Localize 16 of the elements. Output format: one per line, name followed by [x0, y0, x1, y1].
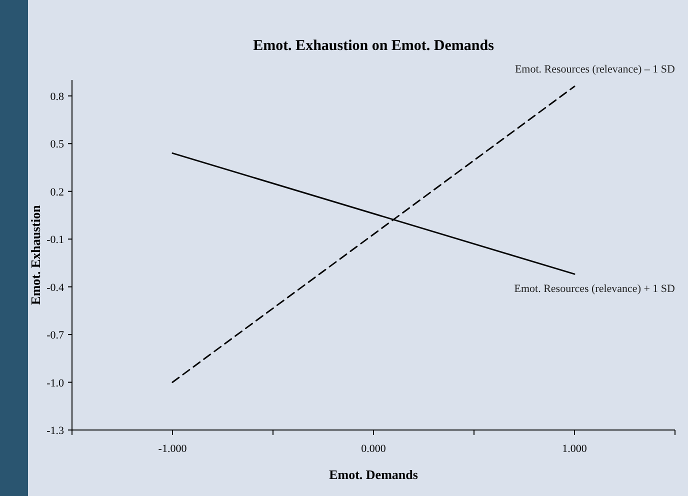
text: Emot. Resources (relevance) – 1 SD: [514, 63, 676, 76]
y-tick-label: -1.0: [46, 377, 64, 390]
x-tick-label: 1.000: [562, 443, 588, 455]
y-tick-label: -0.4: [46, 282, 64, 294]
x-tick-label: -1.000: [158, 443, 188, 455]
y-axis-title: Emot. Exhaustion: [28, 204, 43, 305]
text: Emot. Resources (relevance) + 1 SD: [514, 283, 676, 296]
y-tick-label: -0.1: [46, 234, 64, 246]
y-tick-label: -0.7: [46, 330, 64, 342]
x-tick-label: 0.000: [361, 443, 386, 455]
y-tick-label: 0.5: [50, 138, 64, 151]
y-tick-label: -1.3: [46, 425, 64, 437]
y-tick-label: 0.2: [50, 186, 64, 198]
x-axis-title: Emot. Demands: [329, 467, 418, 482]
chart-title: Emot. Exhaustion on Emot. Demands: [253, 38, 494, 54]
y-tick-label: 0.8: [50, 90, 64, 103]
